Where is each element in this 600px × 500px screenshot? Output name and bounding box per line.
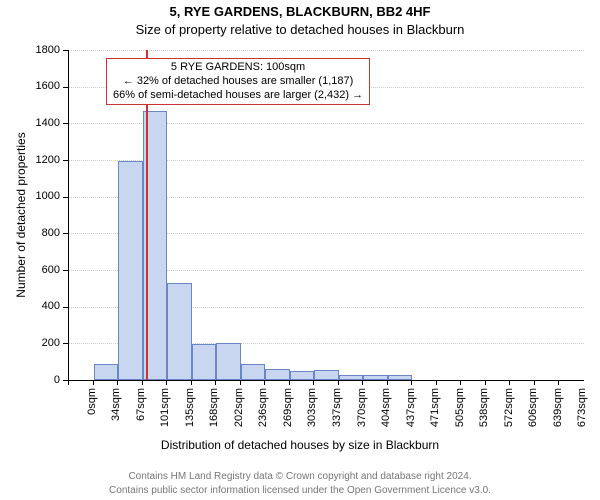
histogram-bar [118,161,143,380]
ytick-label: 1200 [20,154,60,166]
xtick-label: 538sqm [478,388,490,488]
xtick-label: 67sqm [135,388,147,488]
callout-line-1: 5 RYE GARDENS: 100sqm [113,61,363,75]
y-axis-label: Number of detached properties [14,50,28,380]
ytick-mark [63,307,68,308]
xtick-mark [485,380,486,385]
ytick-mark [63,160,68,161]
ytick-label: 600 [20,264,60,276]
xtick-label: 0sqm [86,388,98,488]
ytick-mark [63,50,68,51]
histogram-bar [388,375,413,381]
chart-title-line2: Size of property relative to detached ho… [0,22,600,37]
xtick-mark [338,380,339,385]
ytick-mark [63,270,68,271]
xtick-mark [558,380,559,385]
ytick-label: 400 [20,300,60,312]
ytick-mark [63,87,68,88]
xtick-label: 101sqm [159,388,171,488]
xtick-label: 505sqm [454,388,466,488]
xtick-mark [289,380,290,385]
xtick-mark [240,380,241,385]
ytick-label: 0 [20,374,60,386]
property-callout: 5 RYE GARDENS: 100sqm ← 32% of detached … [106,58,370,105]
xtick-mark [411,380,412,385]
xtick-mark [460,380,461,385]
xtick-mark [387,380,388,385]
xtick-mark [68,380,69,385]
xtick-label: 437sqm [405,388,417,488]
xtick-mark [93,380,94,385]
histogram-bar [94,364,119,381]
ytick-label: 200 [20,337,60,349]
xtick-mark [436,380,437,385]
histogram-bar [167,283,192,380]
ytick-label: 1400 [20,117,60,129]
xtick-label: 337sqm [331,388,343,488]
chart-container: 5, RYE GARDENS, BLACKBURN, BB2 4HF Size … [0,0,600,500]
xtick-mark [534,380,535,385]
histogram-bar [314,370,339,380]
xtick-label: 404sqm [380,388,392,488]
xtick-label: 269sqm [282,388,294,488]
xtick-mark [509,380,510,385]
histogram-bar [339,375,364,380]
xtick-label: 202sqm [233,388,245,488]
chart-title-line1: 5, RYE GARDENS, BLACKBURN, BB2 4HF [0,4,600,19]
ytick-mark [63,197,68,198]
xtick-mark [142,380,143,385]
xtick-mark [313,380,314,385]
xtick-mark [215,380,216,385]
ytick-label: 1600 [20,80,60,92]
xtick-label: 236sqm [257,388,269,488]
histogram-bar [241,364,266,380]
xtick-label: 471sqm [429,388,441,488]
xtick-label: 370sqm [356,388,368,488]
xtick-mark [166,380,167,385]
xtick-label: 673sqm [576,388,588,488]
xtick-mark [191,380,192,385]
xtick-label: 572sqm [503,388,515,488]
xtick-label: 135sqm [184,388,196,488]
xtick-label: 606sqm [527,388,539,488]
histogram-bar [290,371,315,380]
histogram-bar [192,344,217,380]
ytick-mark [63,123,68,124]
xtick-mark [117,380,118,385]
ytick-label: 1800 [20,44,60,56]
ytick-mark [63,233,68,234]
histogram-bar [265,369,290,380]
ytick-label: 800 [20,227,60,239]
xtick-label: 34sqm [110,388,122,488]
histogram-bar [363,375,388,380]
histogram-bar [216,343,241,380]
xtick-label: 168sqm [208,388,220,488]
xtick-label: 303sqm [306,388,318,488]
ytick-mark [63,343,68,344]
callout-line-3: 66% of semi-detached houses are larger (… [113,89,363,103]
xtick-mark [362,380,363,385]
callout-line-2: ← 32% of detached houses are smaller (1,… [113,75,363,89]
ytick-label: 1000 [20,190,60,202]
xtick-mark [264,380,265,385]
xtick-label: 639sqm [552,388,564,488]
